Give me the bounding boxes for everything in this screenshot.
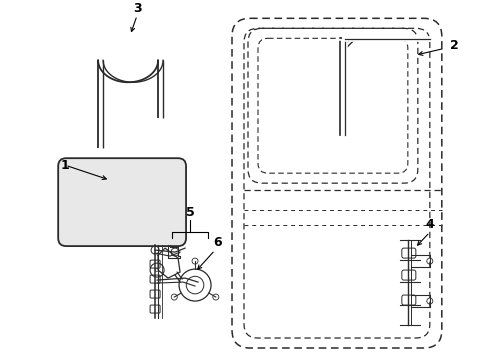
Text: 2: 2 [449, 39, 458, 52]
Text: o: o [155, 267, 159, 273]
Text: 4: 4 [425, 218, 433, 231]
FancyBboxPatch shape [58, 158, 185, 246]
Text: 1: 1 [61, 159, 69, 172]
Text: 5: 5 [185, 206, 194, 219]
Text: 3: 3 [133, 2, 141, 15]
Text: 6: 6 [213, 235, 222, 249]
